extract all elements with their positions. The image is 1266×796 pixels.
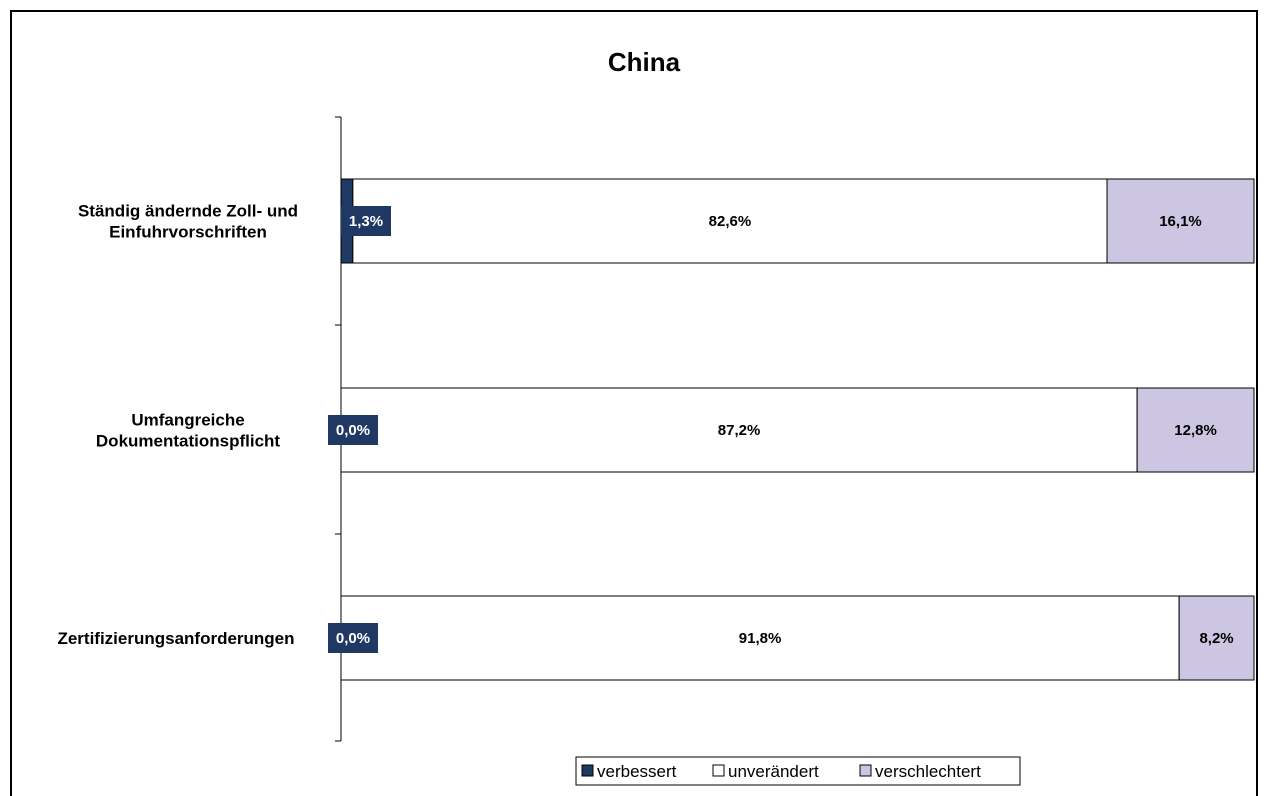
- data-label-unveraendert-1: 82,6%: [709, 213, 752, 230]
- data-label-unveraendert-2: 87,2%: [718, 422, 761, 439]
- legend-label-unveraendert: unverändert: [728, 762, 819, 781]
- data-label-box-verbessert-1: [341, 206, 391, 236]
- legend-box: [575, 756, 1021, 786]
- data-label-verschlechtert-1: 16,1%: [1159, 213, 1202, 230]
- category-label-staendig-aendernde-zoll-und-einfuhrvorschriften: Ständig ändernde Zoll- und Einfuhrvorschr…: [78, 202, 298, 242]
- data-label-unveraendert-3: 91,8%: [739, 630, 782, 647]
- legend-swatch-unveraendert: [712, 764, 725, 777]
- data-label-verschlechtert-2: 12,8%: [1174, 422, 1217, 439]
- bar-verschlechtert-1: [1106, 178, 1255, 264]
- legend: verbessert unverändert verschlechtert: [575, 756, 1021, 786]
- data-label-box-verbessert-3: [328, 623, 378, 653]
- bar-verschlechtert-2: [1136, 387, 1255, 473]
- category-label-zertifizierungsanforderungen: Zertifizierungsanforderungen: [57, 629, 294, 648]
- data-label-verbessert-2: 0,0%: [336, 422, 370, 439]
- bar-verschlechtert-3: [1178, 595, 1255, 681]
- data-label-box-verbessert-2: [328, 415, 378, 445]
- bar-unveraendert-3: [340, 595, 1180, 681]
- data-label-verbessert-1: 1,3%: [349, 213, 383, 230]
- data-label-verschlechtert-3: 8,2%: [1199, 630, 1233, 647]
- legend-swatch-verbessert: [581, 764, 594, 777]
- category-label-umfangreiche-dokumentationspflicht: Umfangreiche Dokumentationspflicht: [96, 411, 281, 451]
- legend-label-verschlechtert: verschlechtert: [875, 762, 981, 781]
- bar-unveraendert-2: [340, 387, 1138, 473]
- data-label-verbessert-3: 0,0%: [336, 630, 370, 647]
- legend-swatch-verschlechtert: [859, 764, 872, 777]
- chart-title: China: [608, 47, 681, 77]
- legend-label-verbessert: verbessert: [597, 762, 677, 781]
